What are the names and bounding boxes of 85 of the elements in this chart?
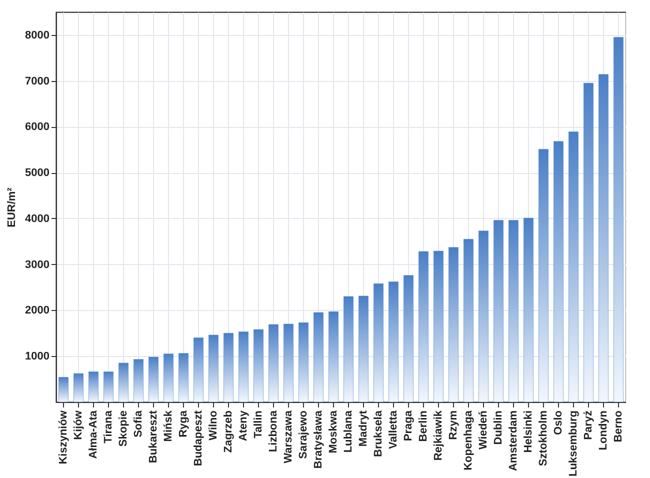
- x-tick-label: Bukareszt: [148, 410, 160, 464]
- x-tick-label: Paryż: [582, 410, 594, 440]
- bar: [524, 218, 534, 402]
- x-tick-label: Kiszyniów: [58, 410, 70, 464]
- y-tick-label: 4000: [25, 212, 50, 225]
- x-tick-label: Budapeszt: [192, 410, 204, 466]
- bar: [298, 322, 308, 402]
- y-tick-label: 1000: [25, 350, 50, 363]
- bar: [88, 372, 98, 402]
- bar: [584, 82, 594, 402]
- bar: [268, 324, 278, 402]
- x-tick-label: Londyn: [598, 410, 610, 450]
- x-tick-label: Wiedeń: [478, 410, 490, 450]
- x-tick-label: Sofia: [132, 410, 144, 438]
- bar: [328, 311, 338, 402]
- x-tick-label: Wilno: [208, 410, 220, 440]
- x-tick-label: Sarajewo: [298, 410, 310, 459]
- y-tick-label: 3000: [25, 258, 50, 271]
- bar: [494, 220, 504, 402]
- x-tick-label: Skopie: [118, 410, 130, 447]
- x-tick-label: Ałma-Ata: [88, 410, 100, 459]
- bar: [344, 296, 354, 402]
- x-tick-label: Lublana: [342, 410, 354, 453]
- bar: [374, 283, 384, 402]
- bar: [314, 312, 324, 402]
- bar: [434, 250, 444, 402]
- x-tick-label: Mińsk: [162, 410, 174, 442]
- bar: [284, 324, 294, 402]
- bar: [178, 353, 188, 402]
- x-tick-label: Praga: [402, 410, 414, 442]
- x-tick-label: Valletta: [388, 410, 400, 450]
- x-tick-label: Rejkiawik: [432, 410, 444, 461]
- x-tick-label: Berlin: [418, 410, 430, 442]
- x-tick-label: Helsinki: [522, 410, 534, 453]
- y-tick-label: 8000: [25, 29, 50, 42]
- bar: [148, 356, 158, 402]
- x-tick-label: Dublin: [492, 410, 504, 445]
- bar: [224, 333, 234, 402]
- y-tick-label: 2000: [25, 304, 50, 317]
- bar: [194, 338, 204, 402]
- bar: [538, 149, 548, 402]
- x-tick-label: Ryga: [178, 410, 190, 438]
- y-tick-label: 6000: [25, 121, 50, 134]
- x-tick-label: Lizbona: [268, 410, 280, 452]
- bar: [238, 332, 248, 402]
- y-axis-title: EUR/m²: [6, 187, 18, 228]
- bar: [104, 372, 114, 402]
- x-tick-label: Bratysława: [312, 410, 324, 469]
- x-tick-label: Warszawa: [282, 410, 294, 464]
- x-tick-label: Berno: [612, 410, 624, 442]
- x-tick-label: Kijów: [72, 410, 84, 440]
- x-tick-label: Amsterdam: [508, 410, 520, 472]
- bar: [404, 275, 414, 402]
- x-tick-label: Madryt: [358, 410, 370, 447]
- bar: [554, 141, 564, 402]
- bar: [478, 230, 488, 402]
- bar: [464, 238, 474, 402]
- x-tick-label: Sztokholm: [538, 410, 550, 466]
- y-tick-label: 5000: [25, 167, 50, 180]
- bar: [74, 373, 84, 402]
- bar: [448, 247, 458, 402]
- x-tick-label: Tallin: [252, 410, 264, 438]
- bar: [508, 220, 518, 402]
- bar: [358, 296, 368, 402]
- bar: [58, 377, 68, 402]
- y-tick-label: 7000: [25, 75, 50, 88]
- bar: [418, 251, 428, 402]
- x-tick-label: Zagrzeb: [222, 410, 234, 453]
- bar: [614, 37, 624, 402]
- x-tick-label: Moskwa: [328, 410, 340, 454]
- bar: [568, 132, 578, 402]
- bar: [598, 74, 608, 402]
- x-tick-label: Kopenhaga: [462, 410, 474, 470]
- x-tick-label: Oslo: [552, 410, 564, 435]
- bar: [254, 329, 264, 402]
- x-tick-label: Luksemburg: [568, 410, 580, 477]
- bar: [388, 282, 398, 402]
- bar: [208, 334, 218, 402]
- bar: [118, 362, 128, 402]
- bar: [164, 354, 174, 402]
- x-tick-label: Ateny: [238, 410, 250, 442]
- bar: [134, 359, 144, 402]
- x-tick-label: Rzym: [448, 410, 460, 440]
- x-tick-label: Bruksela: [372, 410, 384, 457]
- x-tick-label: Tirana: [102, 410, 114, 444]
